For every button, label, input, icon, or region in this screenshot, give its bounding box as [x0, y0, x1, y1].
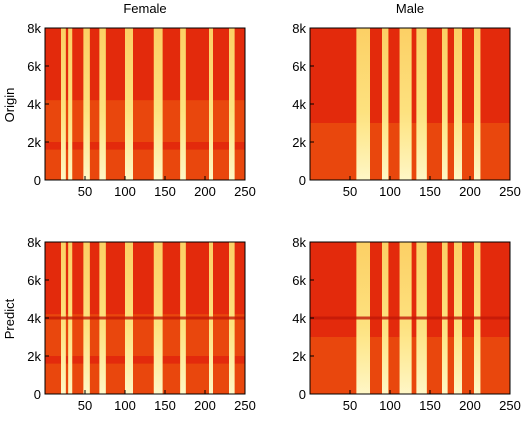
- y-tick-label: 2k: [292, 349, 306, 364]
- heatmap-cell: [356, 28, 370, 180]
- y-tick-label: 8k: [27, 235, 41, 250]
- x-tick-label: 50: [78, 184, 92, 199]
- x-tick-label: 200: [459, 398, 481, 413]
- y-tick-label: 0: [299, 387, 306, 402]
- column-title-male: Male: [396, 1, 424, 16]
- x-tick-label: 50: [78, 398, 92, 413]
- y-tick-label: 0: [34, 387, 41, 402]
- y-tick-label: 2k: [292, 135, 306, 150]
- heatmap-cell: [442, 28, 448, 180]
- y-tick-label: 4k: [292, 97, 306, 112]
- heatmap-cell: [68, 28, 73, 180]
- x-tick-label: 200: [194, 398, 216, 413]
- heatmap-band: [45, 314, 245, 356]
- heatmap-cell: [229, 28, 235, 180]
- x-tick-label: 150: [419, 184, 441, 199]
- y-tick-label: 2k: [27, 135, 41, 150]
- heatmap-cell: [180, 28, 186, 180]
- heatmap-cell: [416, 28, 427, 180]
- x-tick-label: 50: [343, 398, 357, 413]
- x-tick-label: 100: [379, 184, 401, 199]
- heatmap-line: [45, 316, 245, 320]
- row-title-predict: Predict: [2, 298, 17, 339]
- heatmap-line: [310, 316, 510, 320]
- column-title-female: Female: [123, 1, 166, 16]
- y-tick-label: 8k: [292, 21, 306, 36]
- spectrogram-panel-female-origin: 0 2k 4k 6k 8k 50 100 150 200 250: [27, 21, 256, 199]
- heatmap-cell: [209, 28, 213, 180]
- x-tick-label: 150: [154, 398, 176, 413]
- heatmap-band: [45, 149, 245, 180]
- y-tick-label: 6k: [27, 273, 41, 288]
- x-tick-label: 150: [419, 398, 441, 413]
- x-tick-label: 100: [114, 184, 136, 199]
- heatmap-cell: [99, 28, 106, 180]
- heatmap-band: [45, 363, 245, 394]
- x-tick-label: 250: [234, 184, 256, 199]
- x-tick-label: 250: [234, 398, 256, 413]
- heatmap-band: [45, 100, 245, 142]
- y-tick-label: 6k: [292, 59, 306, 74]
- row-title-origin: Origin: [2, 88, 17, 123]
- heatmap-cell: [83, 28, 90, 180]
- y-tick-label: 2k: [27, 349, 41, 364]
- x-tick-label: 100: [379, 398, 401, 413]
- x-tick-label: 150: [154, 184, 176, 199]
- x-tick-label: 200: [194, 184, 216, 199]
- y-tick-label: 4k: [27, 97, 41, 112]
- heatmap-cell: [61, 28, 66, 180]
- spectrogram-panel-female-predict: 0 2k 4k 6k 8k 50 100 150 200 250: [27, 235, 256, 413]
- x-tick-label: 250: [499, 184, 521, 199]
- heatmap-cell: [454, 28, 462, 180]
- x-tick-label: 50: [343, 184, 357, 199]
- y-tick-label: 0: [34, 173, 41, 188]
- y-tick-label: 4k: [27, 311, 41, 326]
- heatmap-cell: [153, 28, 163, 180]
- y-tick-label: 6k: [27, 59, 41, 74]
- y-tick-label: 4k: [292, 311, 306, 326]
- spectrogram-panel-male-predict: 0 2k 4k 6k 8k 50 100 150 200 250: [292, 235, 521, 413]
- x-tick-label: 100: [114, 398, 136, 413]
- heatmap-cell: [382, 28, 389, 180]
- x-tick-label: 200: [459, 184, 481, 199]
- y-tick-label: 6k: [292, 273, 306, 288]
- y-tick-label: 0: [299, 173, 306, 188]
- spectrogram-panel-male-origin: 0 2k 4k 6k 8k 50 100 150 200 250: [292, 21, 521, 199]
- heatmap-cell: [125, 28, 133, 180]
- heatmap-cell: [399, 28, 412, 180]
- y-tick-label: 8k: [292, 235, 306, 250]
- heatmap-cell: [474, 28, 481, 180]
- y-tick-label: 8k: [27, 21, 41, 36]
- x-tick-label: 250: [499, 398, 521, 413]
